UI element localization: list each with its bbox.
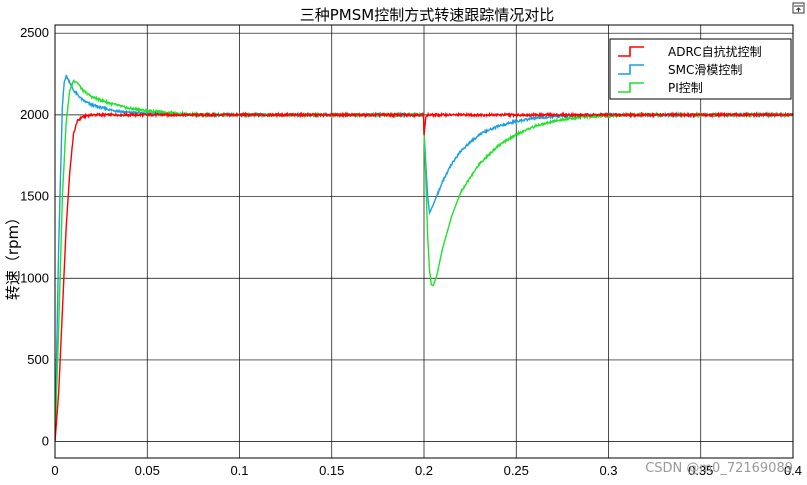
legend-box: [609, 38, 792, 100]
chart-title: 三种PMSM控制方式转速跟踪情况对比: [300, 6, 554, 24]
x-tick-label: 0.15: [319, 463, 344, 478]
x-tick-label: 0.25: [504, 463, 529, 478]
x-tick-label: 0.05: [135, 463, 160, 478]
x-tick-label: 0.35: [688, 463, 713, 478]
watermark: CSDN @m0_72169089: [645, 461, 793, 476]
x-tick-label: 0.1: [230, 463, 248, 478]
x-tick-label: 0.4: [784, 463, 802, 478]
series-layer: [55, 74, 793, 442]
legend-entry: ADRC自抗扰控制: [668, 44, 762, 59]
y-tick-labels: 0 500 1000 1500 2000 2500: [20, 25, 49, 448]
x-tick-label: 0: [51, 463, 58, 478]
legend-swatch: [618, 64, 644, 75]
y-tick-label: 500: [27, 352, 49, 367]
x-tick-label: 0.3: [599, 463, 617, 478]
legend-swatch: [618, 82, 644, 93]
y-tick-label: 1500: [20, 189, 49, 204]
y-tick-label: 0: [42, 434, 49, 449]
x-tick-labels: 0 0.05 0.1 0.15 0.2 0.25 0.3 0.35 0.4: [51, 463, 802, 478]
x-tick-label: 0.2: [415, 463, 433, 478]
legend-entry: PI控制: [668, 81, 703, 95]
y-tick-label: 2500: [20, 25, 49, 40]
y-tick-label: 2000: [20, 107, 49, 122]
legend-entry: SMC滑模控制: [668, 63, 742, 77]
export-icon[interactable]: [792, 2, 805, 14]
y-tick-label: 1000: [20, 270, 49, 285]
plot-frame: [54, 24, 794, 459]
series-line-1: [55, 111, 793, 442]
legend: ADRC自抗扰控制 SMC滑模控制 PI控制: [609, 38, 792, 100]
legend-swatch: [618, 46, 644, 57]
y-axis-label: 转速（rpm）: [4, 210, 22, 300]
